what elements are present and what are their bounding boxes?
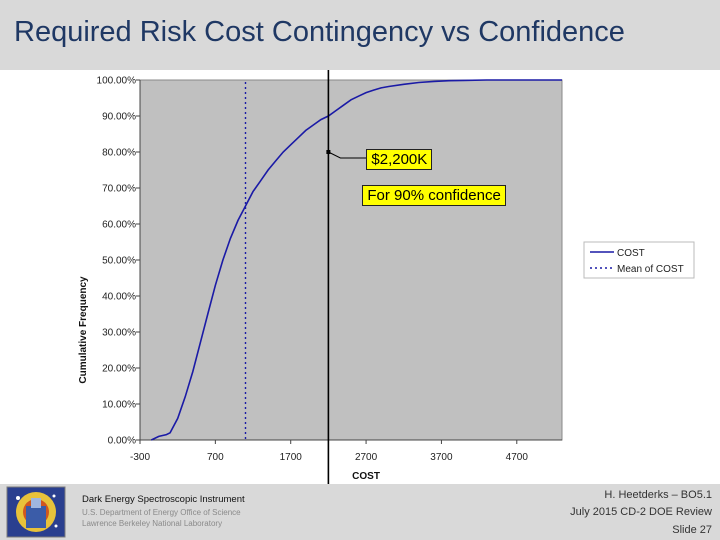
y-tick-label: 40.00%	[102, 292, 136, 303]
x-tick-label: 2700	[355, 452, 378, 463]
legend: COST Mean of COST	[583, 241, 695, 279]
cost-series-line	[150, 79, 562, 441]
plot-background	[139, 79, 563, 441]
x-tick-label: 1700	[280, 452, 303, 463]
x-tick-label: 4700	[506, 452, 529, 463]
callout-anchor-marker	[326, 150, 331, 154]
institution-name: Dark Energy Spectroscopic Instrument	[82, 494, 245, 505]
slide-title: Required Risk Cost Contingency vs Confid…	[14, 16, 625, 48]
department-name: U.S. Department of Energy Office of Scie…	[82, 508, 241, 517]
footer: Dark Energy Spectroscopic Instrument U.S…	[0, 484, 720, 540]
series-layer	[150, 70, 562, 484]
y-tick-label: 30.00%	[102, 328, 136, 339]
review-name: July 2015 CD-2 DOE Review	[570, 506, 712, 518]
legend-box	[583, 241, 695, 279]
cumulative-frequency-chart: 0.00% 10.00% 20.00% 30.00% 40.00% 50.00% 60.00…	[78, 70, 695, 484]
desi-logo-icon	[6, 486, 66, 538]
x-axis-title: COST	[352, 471, 380, 482]
legend-cost-label: COST	[617, 248, 645, 259]
y-tick-label: 50.00%	[102, 256, 136, 267]
presenter-name: H. Heetderks – BO5.1	[604, 489, 712, 501]
x-tick-label: 700	[207, 452, 224, 463]
plot-layer	[139, 79, 563, 441]
x-tick-label: 3700	[430, 452, 453, 463]
y-axis-title: Cumulative Frequency	[78, 276, 89, 384]
y-tick-label: 100.00%	[97, 76, 137, 87]
y-tick-label: 20.00%	[102, 364, 136, 375]
axes-layer: 0.00% 10.00% 20.00% 30.00% 40.00% 50.00% 60.00…	[78, 76, 562, 482]
y-tick-label: 60.00%	[102, 220, 136, 231]
laboratory-name: Lawrence Berkeley National Laboratory	[82, 519, 223, 528]
y-tick-label: 70.00%	[102, 184, 136, 195]
callout-leader-line	[328, 151, 367, 159]
legend-mean-label: Mean of COST	[617, 264, 684, 275]
y-tick-label: 0.00%	[108, 436, 136, 447]
value-callout: $2,200K	[366, 149, 433, 170]
x-tick-label: -300	[130, 452, 150, 463]
title-bar: Required Risk Cost Contingency vs Confid…	[0, 0, 720, 70]
y-tick-label: 80.00%	[102, 148, 136, 159]
y-tick-label: 10.00%	[102, 400, 136, 411]
chart-area: 0.00% 10.00% 20.00% 30.00% 40.00% 50.00% 60.00…	[0, 70, 720, 484]
slide-number: Slide 27	[672, 524, 712, 536]
confidence-callout: For 90% confidence	[362, 185, 506, 206]
y-tick-label: 90.00%	[102, 112, 136, 123]
